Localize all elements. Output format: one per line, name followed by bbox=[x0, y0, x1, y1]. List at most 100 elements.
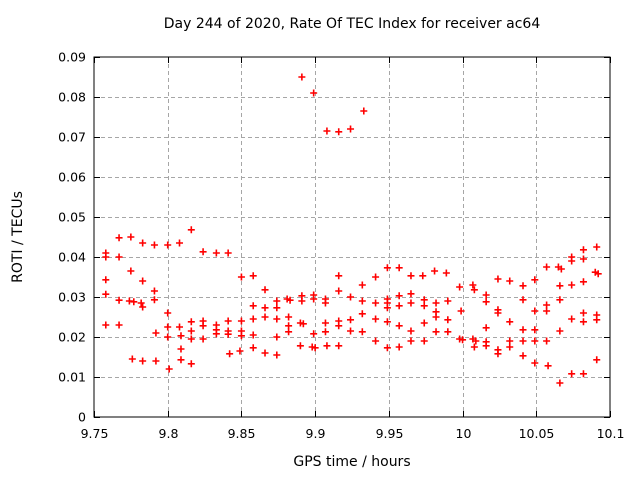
data-point bbox=[383, 318, 391, 326]
data-point bbox=[298, 297, 306, 305]
data-point bbox=[579, 318, 587, 326]
data-point bbox=[224, 330, 232, 338]
data-point bbox=[383, 304, 391, 312]
data-point bbox=[444, 297, 452, 305]
data-point bbox=[296, 342, 304, 350]
data-point bbox=[187, 318, 195, 326]
y-tick-label: 0.01 bbox=[58, 370, 86, 385]
data-point bbox=[335, 272, 343, 280]
data-point bbox=[137, 299, 145, 307]
data-point bbox=[273, 304, 281, 312]
data-point bbox=[494, 275, 502, 283]
data-point bbox=[506, 343, 514, 351]
data-point bbox=[442, 269, 450, 277]
data-point bbox=[557, 265, 565, 273]
y-tick-label: 0.08 bbox=[58, 90, 86, 105]
data-point bbox=[482, 342, 490, 350]
data-point bbox=[249, 315, 257, 323]
data-point bbox=[579, 246, 587, 254]
data-point bbox=[212, 330, 220, 338]
data-point bbox=[556, 379, 564, 387]
data-point bbox=[139, 239, 147, 247]
data-point bbox=[531, 359, 539, 367]
data-point bbox=[273, 333, 281, 341]
data-point bbox=[261, 286, 269, 294]
data-point bbox=[506, 318, 514, 326]
data-point bbox=[531, 337, 539, 345]
data-point bbox=[407, 299, 415, 307]
data-point bbox=[164, 333, 172, 341]
data-point bbox=[164, 241, 172, 249]
data-point bbox=[199, 335, 207, 343]
data-point bbox=[419, 272, 427, 280]
data-point bbox=[187, 327, 195, 335]
data-point bbox=[593, 356, 601, 364]
data-point bbox=[543, 301, 551, 309]
data-point bbox=[139, 303, 147, 311]
data-point bbox=[139, 277, 147, 285]
data-point bbox=[432, 328, 440, 336]
data-point bbox=[556, 327, 564, 335]
data-point bbox=[165, 365, 173, 373]
data-point bbox=[152, 357, 160, 365]
data-point bbox=[347, 125, 355, 133]
data-point bbox=[128, 355, 136, 363]
data-point bbox=[395, 292, 403, 300]
plot-border bbox=[93, 56, 611, 418]
y-tick-label: 0.06 bbox=[58, 170, 86, 185]
data-point bbox=[273, 315, 281, 323]
data-point bbox=[407, 290, 415, 298]
data-point bbox=[150, 296, 158, 304]
x-tick-label: 9.75 bbox=[81, 426, 109, 441]
data-point bbox=[383, 264, 391, 272]
data-point bbox=[519, 337, 527, 345]
data-point bbox=[543, 307, 551, 315]
data-point bbox=[261, 304, 269, 312]
data-points bbox=[102, 73, 602, 387]
data-point bbox=[347, 293, 355, 301]
data-point bbox=[519, 352, 527, 360]
data-point bbox=[568, 281, 576, 289]
data-point bbox=[150, 241, 158, 249]
data-point bbox=[593, 316, 601, 324]
data-point bbox=[457, 307, 465, 315]
data-point bbox=[187, 360, 195, 368]
y-tick-label: 0.04 bbox=[58, 250, 86, 265]
axis-ticks bbox=[94, 57, 611, 418]
y-tick-label: 0 bbox=[78, 410, 86, 425]
data-point bbox=[310, 89, 318, 97]
data-point bbox=[273, 297, 281, 305]
data-point bbox=[358, 310, 366, 318]
data-point bbox=[531, 326, 539, 334]
data-point bbox=[372, 299, 380, 307]
data-point bbox=[226, 350, 234, 358]
data-point bbox=[115, 253, 123, 261]
x-tick-label: 10 bbox=[456, 426, 472, 441]
data-point bbox=[261, 349, 269, 357]
data-point bbox=[199, 322, 207, 330]
data-point bbox=[115, 234, 123, 242]
data-point bbox=[407, 337, 415, 345]
data-point bbox=[335, 342, 343, 350]
data-point bbox=[323, 127, 331, 135]
data-point bbox=[152, 329, 160, 337]
data-point bbox=[431, 267, 439, 275]
data-point bbox=[285, 328, 293, 336]
data-point bbox=[568, 370, 576, 378]
data-point bbox=[544, 362, 552, 370]
data-point bbox=[335, 128, 343, 136]
data-point bbox=[249, 344, 257, 352]
data-point bbox=[102, 253, 110, 261]
data-point bbox=[358, 281, 366, 289]
data-point bbox=[177, 345, 185, 353]
x-tick-label: 10.1 bbox=[597, 426, 625, 441]
data-point bbox=[358, 297, 366, 305]
data-point bbox=[470, 286, 478, 294]
data-point bbox=[311, 344, 319, 352]
data-point bbox=[469, 281, 477, 289]
data-point bbox=[321, 299, 329, 307]
data-point bbox=[395, 322, 403, 330]
y-axis-label: ROTI / TECUs bbox=[10, 191, 26, 283]
chart-title: Day 244 of 2020, Rate Of TEC Index for r… bbox=[164, 16, 541, 32]
